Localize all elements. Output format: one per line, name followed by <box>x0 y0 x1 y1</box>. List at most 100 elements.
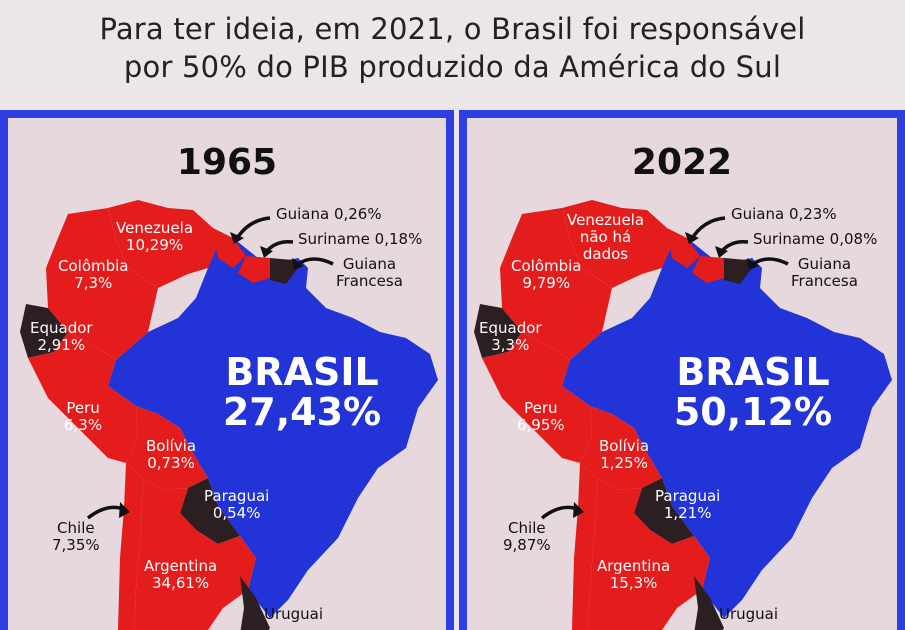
venezuela-name: Venezuela <box>567 211 645 229</box>
bolivia-region <box>580 406 662 490</box>
chile-arrowhead <box>119 502 130 518</box>
suriname-label: Suriname 0,08% <box>753 230 878 248</box>
brasil-value: 27,43% <box>222 390 382 434</box>
brasil-name: BRASIL <box>676 350 830 394</box>
guiana-francesa-line2: Francesa <box>791 272 858 290</box>
paraguai-name: Paraguai <box>204 487 270 505</box>
guiana-francesa-line1: Guiana <box>797 255 852 273</box>
chile-value: 9,87% <box>503 536 551 554</box>
venezuela-label: Venezuela 10,29% <box>116 220 193 254</box>
paraguai-region <box>180 478 240 544</box>
peru-label: Peru 6,95% <box>517 400 565 434</box>
bolivia-label: Bolívia 1,25% <box>599 438 649 472</box>
guiana-francesa-line1: Guiana <box>342 255 397 273</box>
peru-region <box>482 332 592 463</box>
paraguai-name: Paraguai <box>655 487 721 505</box>
brasil-label: BRASIL 50,12% <box>665 352 841 432</box>
suriname-label: Suriname 0,18% <box>298 230 423 248</box>
equador-value: 3,3% <box>491 336 530 354</box>
uruguai-label: Uruguai <box>264 605 324 623</box>
suriname-arrowhead <box>260 246 273 258</box>
chile-name: Chile <box>508 519 546 537</box>
chile-label: Chile 9,87% <box>503 520 551 554</box>
colombia-region <box>500 208 612 360</box>
guiana-francesa-region <box>724 258 752 284</box>
venezuela-note-2: dados <box>582 245 629 263</box>
bolivia-name: Bolívia <box>146 437 197 455</box>
equador-label: Equador 3,3% <box>479 320 542 354</box>
equador-region <box>474 304 522 358</box>
headline-line-2: por 50% do PIB produzido da América do S… <box>123 50 782 84</box>
guiana-francesa-arrow <box>297 257 334 266</box>
argentina-value: 34,61% <box>151 574 210 592</box>
brazil-region <box>562 238 892 618</box>
chile-region <box>572 463 597 630</box>
peru-name: Peru <box>524 399 558 417</box>
paraguai-region <box>634 478 694 544</box>
venezuela-value: 10,29% <box>125 236 184 254</box>
equador-label: Equador 2,91% <box>30 320 93 354</box>
argentina-name: Argentina <box>144 557 218 575</box>
guiana-arrow <box>234 216 271 241</box>
argentina-name: Argentina <box>597 557 671 575</box>
guiana-region <box>213 228 246 268</box>
map-frame-2022: 2022 Venezuela não há dados Guiana 0,23%… <box>459 110 905 630</box>
brazil-region <box>108 238 438 618</box>
guiana-francesa-arrow <box>752 257 789 266</box>
paraguai-label: Paraguai 1,21% <box>655 488 720 522</box>
suriname-arrowhead <box>715 246 728 258</box>
paraguai-value: 0,54% <box>212 504 261 522</box>
bolivia-name: Bolívia <box>599 437 650 455</box>
guiana-francesa-line2: Francesa <box>336 272 403 290</box>
chile-name: Chile <box>57 519 95 537</box>
paraguai-label: Paraguai 0,54% <box>204 488 269 522</box>
peru-label: Peru 6,3% <box>64 400 102 434</box>
colombia-label: Colômbia 7,3% <box>58 258 129 292</box>
chile-region <box>118 463 143 630</box>
guiana-label: Guiana 0,26% <box>276 205 382 223</box>
chile-arrowhead <box>573 502 584 518</box>
bolivia-value: 1,25% <box>600 454 648 472</box>
peru-value: 6,95% <box>517 416 565 434</box>
map-panel-2022: 2022 Venezuela não há dados Guiana 0,23%… <box>467 118 897 630</box>
bolivia-label: Bolívia 0,73% <box>146 438 196 472</box>
peru-region <box>28 332 138 463</box>
south-america-map-2022 <box>474 200 892 630</box>
map-panel-1965: 1965 Venezuela 10,29% Guiana 0,26% Surin… <box>8 118 446 630</box>
brasil-label: BRASIL 27,43% <box>214 352 390 432</box>
colombia-value: 7,3% <box>74 274 113 292</box>
colombia-value: 9,79% <box>522 274 571 292</box>
brasil-name: BRASIL <box>225 350 379 394</box>
venezuela-name: Venezuela <box>116 219 194 237</box>
chile-value: 7,35% <box>52 536 100 554</box>
headline-line-1: Para ter ideia, em 2021, o Brasil foi re… <box>99 12 806 46</box>
argentina-region <box>134 478 256 630</box>
guiana-region <box>667 228 700 268</box>
year-label: 2022 <box>631 142 733 183</box>
peru-value: 6,3% <box>64 416 103 434</box>
map-frame-1965: 1965 Venezuela 10,29% Guiana 0,26% Surin… <box>0 110 454 630</box>
guiana-francesa-arrowhead <box>292 258 304 270</box>
uruguai-label: Uruguai <box>719 605 779 623</box>
guiana-arrow <box>689 216 726 241</box>
argentina-region <box>588 478 710 630</box>
colombia-name: Colômbia <box>58 257 129 275</box>
guiana-francesa-label: Guiana Francesa <box>336 256 403 290</box>
equador-name: Equador <box>30 319 93 337</box>
guiana-arrowhead <box>685 232 699 244</box>
bolivia-value: 0,73% <box>147 454 195 472</box>
guiana-label: Guiana 0,23% <box>731 205 837 223</box>
suriname-region <box>692 256 724 283</box>
year-label: 1965 <box>176 142 278 183</box>
equador-name: Equador <box>479 319 542 337</box>
brasil-value: 50,12% <box>673 390 833 434</box>
paraguai-value: 1,21% <box>663 504 712 522</box>
peru-name: Peru <box>66 399 100 417</box>
colombia-name: Colômbia <box>511 257 582 275</box>
header: Para ter ideia, em 2021, o Brasil foi re… <box>0 0 905 108</box>
colombia-region <box>46 208 158 360</box>
venezuela-note-1: não há <box>579 228 632 246</box>
guiana-arrowhead <box>230 232 244 244</box>
argentina-label: Argentina 34,61% <box>144 558 217 592</box>
venezuela-region <box>562 200 672 288</box>
